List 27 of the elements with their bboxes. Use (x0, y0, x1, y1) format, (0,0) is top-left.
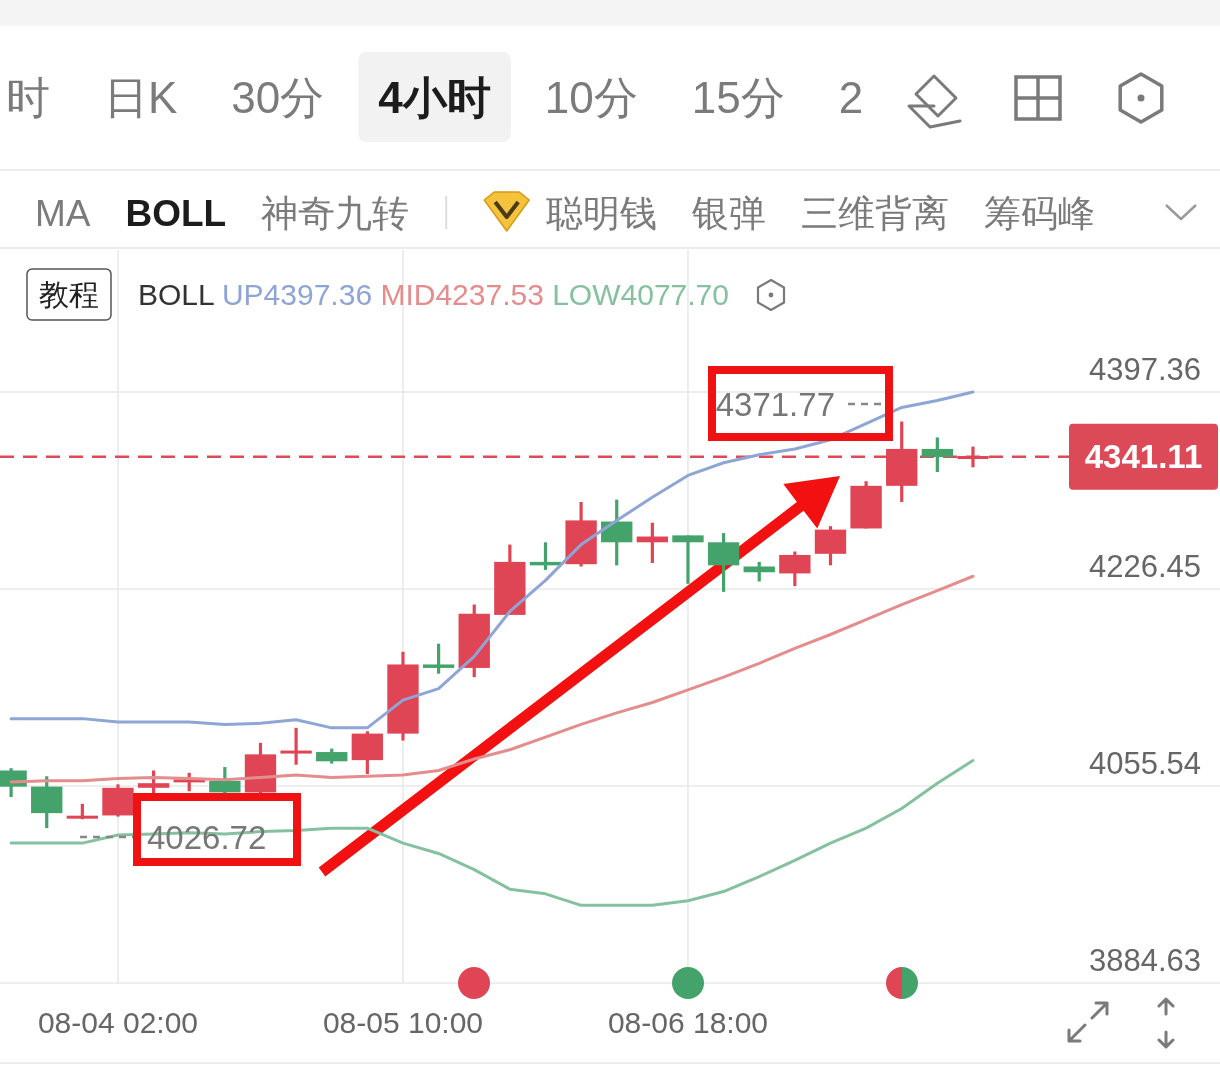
y-tick-label: 3884.63 (1088, 943, 1201, 978)
y-tick-label: 4055.54 (1088, 746, 1201, 782)
annotation: 4371.77 (715, 385, 835, 423)
legend: BOLL UP4397.36 MID4237.53 LOW4077.70 (138, 277, 729, 311)
text: 日K (104, 72, 178, 122)
y-tick-label: 4226.45 (1088, 549, 1201, 585)
y-tick-label: 4397.36 (1088, 352, 1201, 388)
text: 15分 (691, 72, 785, 122)
text: 时 (6, 72, 50, 122)
text: 筹码峰 (984, 192, 1096, 234)
x-tick-label: 08-04 02:00 (37, 1005, 199, 1039)
note: 4371.77 (715, 385, 888, 423)
ref-line-label: 4341.11 (1084, 438, 1203, 476)
x-tick-label: 08-06 18:00 (607, 1005, 769, 1039)
text: 三维背离 (801, 192, 950, 234)
text: 银弹 (691, 192, 767, 234)
text: 10分 (544, 72, 638, 122)
text: MA (35, 192, 91, 234)
text: 2 (838, 72, 864, 122)
button: 教程 (26, 268, 112, 321)
x-tick-label: 08-05 10:00 (322, 1005, 484, 1039)
text: 聪明钱 (546, 192, 658, 234)
text: 30分 (231, 72, 325, 122)
text: BOLL (125, 192, 227, 234)
text: 神奇九转 (261, 192, 410, 234)
annotation: 教程 (39, 277, 99, 311)
text: 4小时 (378, 72, 491, 122)
